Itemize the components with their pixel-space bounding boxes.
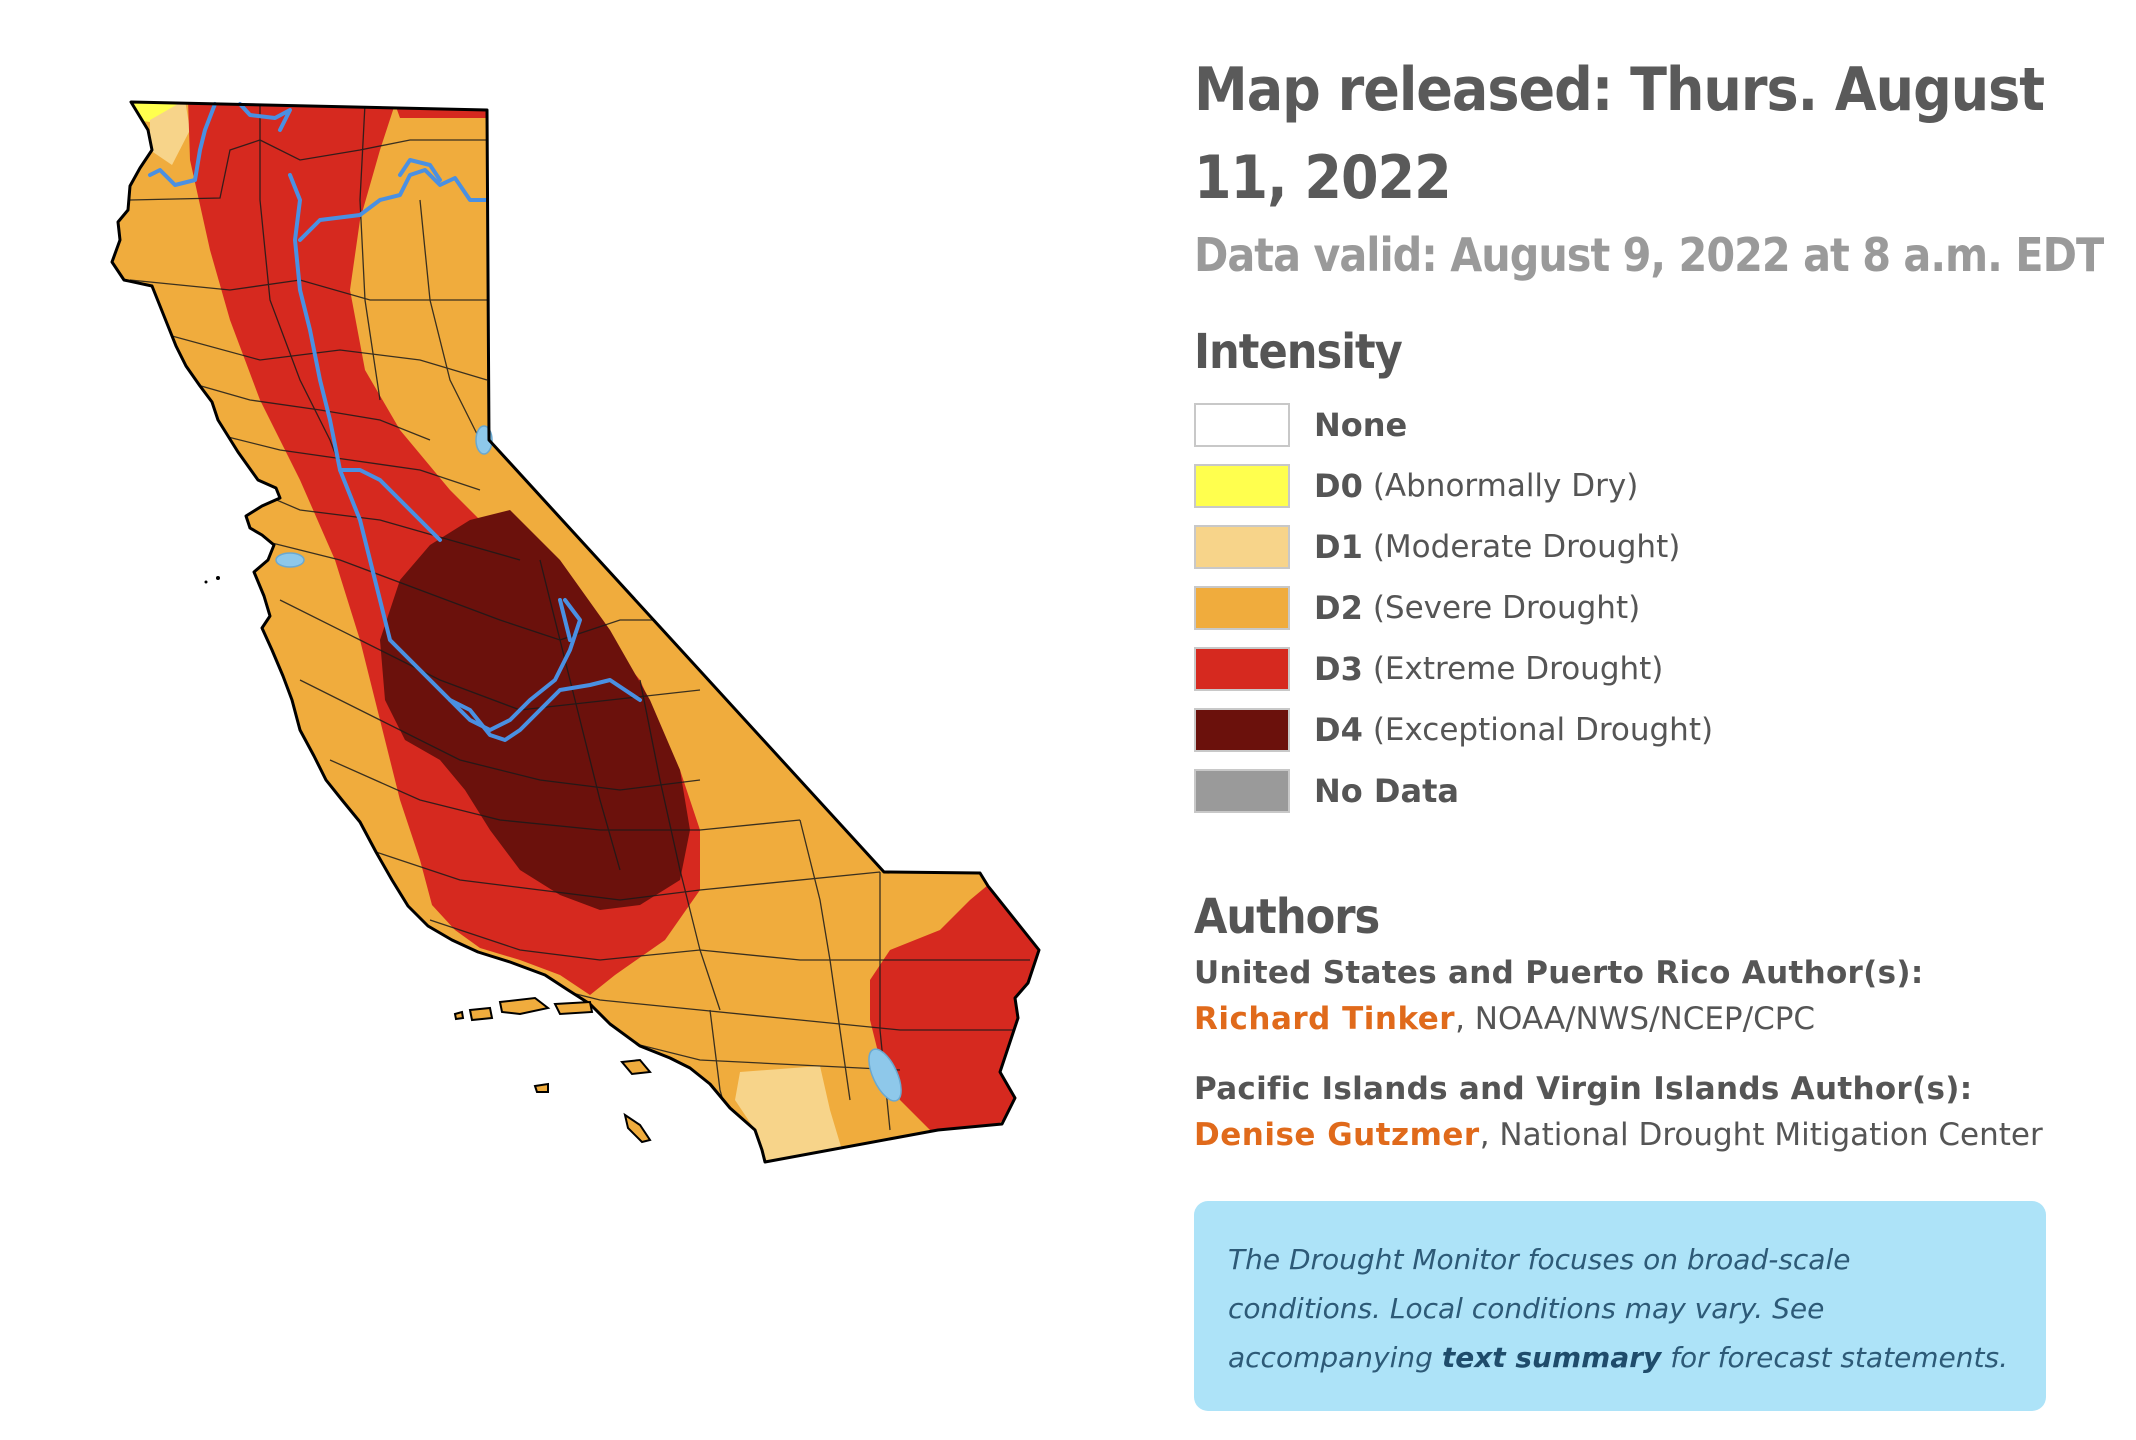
legend-item-none: None	[1194, 394, 2074, 455]
pacific-author-name-link[interactable]: Denise Gutzmer	[1194, 1117, 1480, 1153]
legend-desc: (Severe Drought)	[1372, 589, 1641, 626]
legend-desc: (Exceptional Drought)	[1372, 711, 1714, 748]
us-authors-label: United States and Puerto Rico Author(s):	[1194, 955, 1924, 991]
legend-code: D1	[1314, 527, 1363, 566]
legend-item-d3: D3 (Extreme Drought)	[1194, 638, 2074, 699]
legend-item-d2: D2 (Severe Drought)	[1194, 577, 2074, 638]
farallon-speck	[204, 580, 208, 584]
text-summary-link[interactable]: text summary	[1441, 1341, 1662, 1374]
island-santa-cruz	[553, 1000, 594, 1016]
map-released-title: Map released: Thurs. August 11, 2022	[1194, 55, 2045, 213]
drought-map	[110, 100, 1041, 1164]
legend-desc: (Moderate Drought)	[1372, 528, 1681, 565]
note-box: The Drought Monitor focuses on broad-sca…	[1194, 1201, 2046, 1411]
coastal-specks	[204, 576, 220, 584]
us-author-name-link[interactable]: Richard Tinker	[1194, 1001, 1456, 1037]
legend-item-d4: D4 (Exceptional Drought)	[1194, 699, 2074, 760]
legend-swatch	[1194, 707, 1290, 752]
san-francisco-bay	[275, 552, 305, 568]
legend-item-d0: D0 (Abnormally Dry)	[1194, 455, 2074, 516]
d1-san-diego-region	[735, 1066, 845, 1162]
island-santa-rosa	[498, 996, 551, 1016]
legend-swatch	[1194, 524, 1290, 569]
legend-desc: (Extreme Drought)	[1372, 650, 1664, 687]
legend-swatch	[1194, 646, 1290, 691]
legend-item-d1: D1 (Moderate Drought)	[1194, 516, 2074, 577]
legend-swatch	[1194, 402, 1290, 447]
intensity-legend: None D0 (Abnormally Dry) D1 (Moderate Dr…	[1194, 394, 2074, 821]
legend-swatch	[1194, 585, 1290, 630]
california-outline	[110, 100, 1041, 1164]
pacific-author-line: Denise Gutzmer, National Drought Mitigat…	[1194, 1117, 2074, 1153]
pacific-author-affiliation: , National Drought Mitigation Center	[1479, 1117, 2043, 1153]
legend-swatch	[1194, 463, 1290, 508]
legend-item-no-data: No Data	[1194, 760, 2074, 821]
legend-code: None	[1314, 405, 1408, 444]
us-author-affiliation: , NOAA/NWS/NCEP/CPC	[1455, 1001, 1816, 1037]
salton-sea	[868, 1048, 902, 1102]
legend-swatch	[1194, 768, 1290, 813]
d1-northwest-region	[150, 102, 190, 165]
legend-code: D3	[1314, 649, 1363, 688]
legend-code: D0	[1314, 466, 1363, 505]
legend-code: No Data	[1314, 771, 1459, 810]
d4-exceptional-drought-region	[380, 510, 690, 910]
legend-desc: (Abnormally Dry)	[1372, 467, 1639, 504]
note-text-before: The Drought Monitor focuses on broad-sca…	[1228, 1243, 1851, 1374]
island-san-clemente	[623, 1112, 652, 1144]
drought-fills	[112, 102, 1039, 1162]
us-author-line: Richard Tinker, NOAA/NWS/NCEP/CPC	[1194, 1001, 2074, 1037]
farallon-island	[216, 576, 220, 580]
info-panel: Map released: Thurs. August 11, 2022 Dat…	[1194, 46, 2104, 1411]
intensity-heading: Intensity	[1194, 324, 1403, 380]
legend-code: D4	[1314, 710, 1363, 749]
island-santa-catalina	[620, 1058, 652, 1076]
pacific-authors-label: Pacific Islands and Virgin Islands Autho…	[1194, 1071, 1973, 1107]
island-santa-barbara	[533, 1082, 549, 1093]
rivers	[148, 102, 642, 742]
island-san-miguel	[468, 1006, 494, 1022]
island-anacapa	[453, 1010, 465, 1021]
legend-code: D2	[1314, 588, 1363, 627]
note-text-after: for forecast statements.	[1661, 1341, 2008, 1374]
channel-islands	[453, 996, 652, 1144]
california-map-svg	[110, 100, 1041, 1164]
authors-heading: Authors	[1194, 889, 1380, 945]
data-valid-line: Data valid: August 9, 2022 at 8 a.m. EDT	[1194, 228, 2104, 282]
